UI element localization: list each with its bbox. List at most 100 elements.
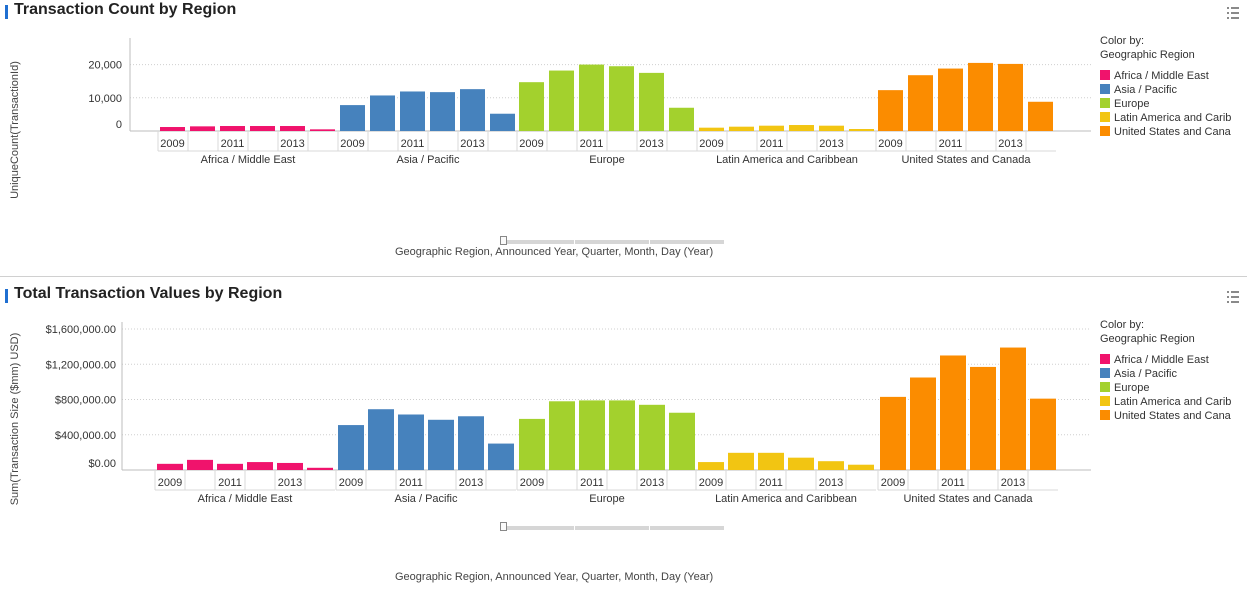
bar[interactable] bbox=[220, 126, 245, 131]
bar[interactable] bbox=[910, 377, 936, 471]
x-tick-label: 2013 bbox=[998, 138, 1022, 150]
bar[interactable] bbox=[819, 125, 844, 131]
bar[interactable] bbox=[428, 419, 454, 470]
y-tick-label: $400,000.00 bbox=[55, 430, 116, 442]
bar[interactable] bbox=[490, 113, 515, 131]
x-tick-label: 2013 bbox=[280, 138, 304, 150]
bar[interactable] bbox=[277, 462, 303, 470]
bar[interactable] bbox=[639, 404, 665, 470]
bar[interactable] bbox=[187, 459, 213, 470]
panel-title: Total Transaction Values by Region bbox=[14, 285, 283, 302]
bar[interactable] bbox=[880, 396, 906, 470]
bar[interactable] bbox=[789, 125, 814, 131]
bar[interactable] bbox=[970, 366, 996, 470]
bar[interactable] bbox=[340, 105, 365, 131]
legend-item[interactable]: Asia / Pacific bbox=[1100, 367, 1231, 381]
bar[interactable] bbox=[908, 75, 933, 131]
bar[interactable] bbox=[310, 129, 335, 131]
x-tick-label: 2013 bbox=[640, 477, 664, 489]
bar[interactable] bbox=[1030, 398, 1056, 470]
legend-item[interactable]: United States and Cana bbox=[1100, 409, 1231, 423]
bar[interactable] bbox=[849, 129, 874, 131]
bar[interactable] bbox=[338, 425, 364, 470]
legend-item[interactable]: United States and Cana bbox=[1100, 125, 1231, 139]
legend-color-by-label: Color by: bbox=[1100, 35, 1145, 47]
bar[interactable] bbox=[458, 416, 484, 470]
list-menu-icon[interactable] bbox=[1227, 290, 1239, 304]
bar[interactable] bbox=[878, 90, 903, 131]
legend-item[interactable]: Latin America and Carib bbox=[1100, 395, 1231, 409]
bar[interactable] bbox=[400, 91, 425, 131]
bar[interactable] bbox=[818, 461, 844, 470]
bar[interactable] bbox=[549, 70, 574, 131]
bar[interactable] bbox=[307, 467, 333, 470]
bar[interactable] bbox=[968, 62, 993, 131]
region-label: United States and Canada bbox=[901, 154, 1031, 166]
bar[interactable] bbox=[728, 452, 754, 470]
panel-title: Transaction Count by Region bbox=[14, 1, 237, 18]
legend-swatch bbox=[1100, 84, 1110, 94]
legend-item[interactable]: Europe bbox=[1100, 381, 1231, 395]
bar[interactable] bbox=[669, 107, 694, 131]
legend-item[interactable]: Asia / Pacific bbox=[1100, 83, 1231, 97]
bar[interactable] bbox=[430, 92, 455, 131]
bar[interactable] bbox=[940, 355, 966, 470]
legend-swatch bbox=[1100, 396, 1110, 406]
x-tick-label: 2011 bbox=[218, 477, 242, 489]
legend-item[interactable]: Africa / Middle East bbox=[1100, 353, 1231, 367]
bar[interactable] bbox=[609, 400, 635, 470]
hierarchy-slider[interactable] bbox=[500, 522, 724, 531]
slider-handle[interactable] bbox=[500, 522, 507, 531]
x-tick-label: 2013 bbox=[819, 477, 843, 489]
bar[interactable] bbox=[609, 66, 634, 131]
bar[interactable] bbox=[370, 95, 395, 131]
bar[interactable] bbox=[157, 463, 183, 470]
legend-item[interactable]: Africa / Middle East bbox=[1100, 69, 1231, 83]
bar[interactable] bbox=[759, 125, 784, 131]
bar[interactable] bbox=[368, 409, 394, 470]
region-label: Asia / Pacific bbox=[395, 493, 458, 505]
list-menu-icon[interactable] bbox=[1227, 6, 1239, 20]
bar[interactable] bbox=[579, 400, 605, 470]
bar[interactable] bbox=[998, 63, 1023, 131]
bar[interactable] bbox=[280, 126, 305, 131]
bar[interactable] bbox=[729, 126, 754, 131]
bar[interactable] bbox=[639, 72, 664, 131]
legend-item[interactable]: Europe bbox=[1100, 97, 1231, 111]
slider-track[interactable] bbox=[500, 526, 724, 530]
legend-label: Africa / Middle East bbox=[1114, 354, 1209, 366]
bar[interactable] bbox=[1028, 101, 1053, 131]
bar[interactable] bbox=[217, 463, 243, 470]
bar[interactable] bbox=[160, 127, 185, 131]
bar-chart: $0.00 $400,000.00 $800,000.00 $1,200,000.00… bbox=[9, 322, 1091, 505]
slider-track[interactable] bbox=[500, 240, 724, 244]
bar[interactable] bbox=[699, 127, 724, 131]
bar[interactable] bbox=[460, 89, 485, 131]
bar[interactable] bbox=[579, 64, 604, 131]
legend-color-by-value: Geographic Region bbox=[1100, 333, 1195, 345]
panel-accent-bar bbox=[5, 289, 8, 303]
bar[interactable] bbox=[250, 126, 275, 131]
region-label: United States and Canada bbox=[903, 493, 1033, 505]
slider-handle[interactable] bbox=[500, 236, 507, 245]
legend-label: Europe bbox=[1114, 98, 1150, 110]
bar[interactable] bbox=[698, 462, 724, 470]
region-label: Africa / Middle East bbox=[201, 154, 296, 166]
bar[interactable] bbox=[519, 82, 544, 131]
bar[interactable] bbox=[758, 452, 784, 470]
legend-color-by-value: Geographic Region bbox=[1100, 49, 1195, 61]
bar[interactable] bbox=[549, 401, 575, 470]
bar[interactable] bbox=[190, 126, 215, 131]
bar[interactable] bbox=[848, 464, 874, 470]
bar[interactable] bbox=[488, 443, 514, 470]
legend-item[interactable]: Latin America and Carib bbox=[1100, 111, 1231, 125]
bar[interactable] bbox=[398, 414, 424, 471]
bar[interactable] bbox=[519, 418, 545, 470]
bar[interactable] bbox=[788, 457, 814, 470]
hierarchy-slider[interactable] bbox=[500, 236, 724, 245]
bar[interactable] bbox=[669, 412, 695, 470]
bar[interactable] bbox=[938, 68, 963, 131]
legend-swatch bbox=[1100, 112, 1110, 122]
bar[interactable] bbox=[1000, 347, 1026, 470]
bar[interactable] bbox=[247, 462, 273, 470]
